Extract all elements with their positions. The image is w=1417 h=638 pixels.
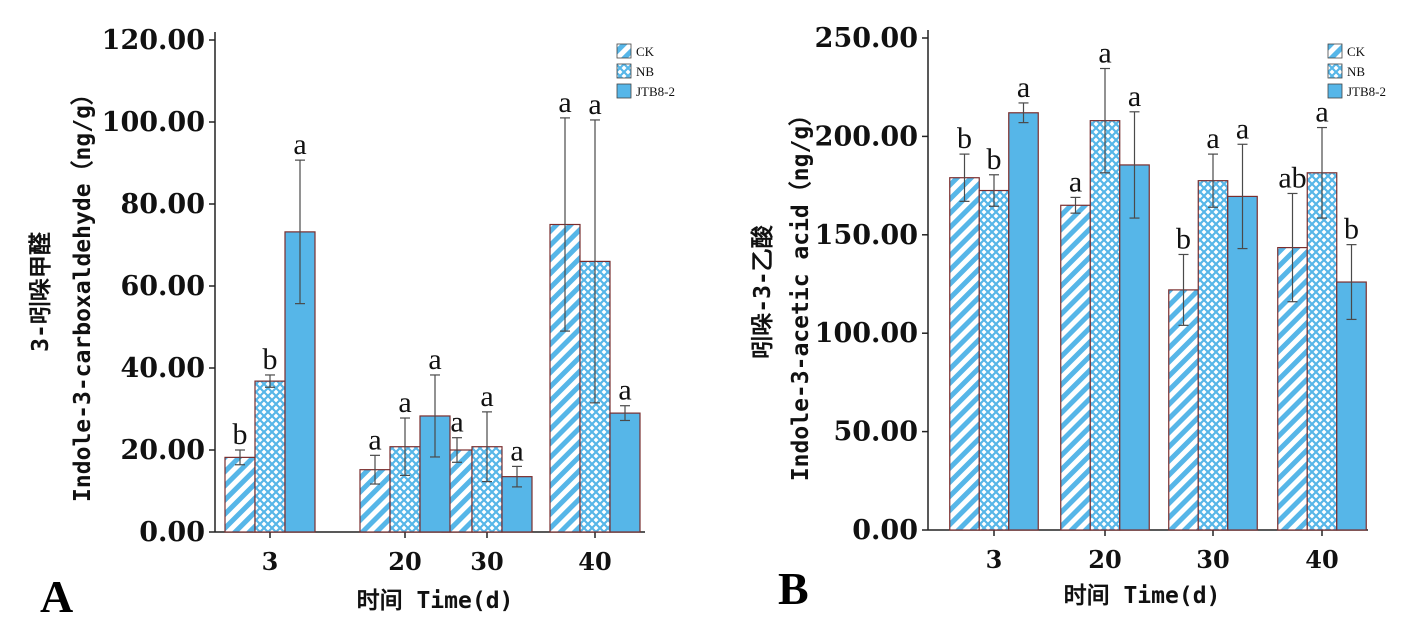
- panel-a-significance-label: a: [480, 380, 493, 413]
- panel-b-significance-label: b: [1176, 222, 1191, 255]
- panel-b-significance-label: a: [1017, 71, 1030, 104]
- panel-a-significance-label: a: [368, 423, 381, 456]
- panel-b-bar-nb-40: [1306, 172, 1338, 531]
- panel-b-bar-jtb8-2-20: [1119, 164, 1150, 531]
- panel-a-legend-swatch-ck: [616, 43, 632, 59]
- panel-b-bar-jtb8-2-40: [1336, 281, 1367, 531]
- panel-a-significance-label: a: [450, 406, 463, 439]
- panel-b-label: B: [778, 563, 809, 614]
- panel-b-y-tick-label: 0.00: [852, 515, 918, 546]
- panel-b-y-tick-label: 200.00: [815, 121, 918, 152]
- panel-b-y-tick-label: 150.00: [815, 220, 918, 251]
- panel-a-legend-swatch-jtb8-2: [616, 83, 632, 99]
- panel-b-x-tick-label: 40: [1305, 545, 1338, 574]
- panel-b-x-tick-label: 3: [986, 545, 1003, 574]
- panel-a-significance-label: a: [428, 343, 441, 376]
- panel-b-ylabel-cn: 吲哚-3-乙酸: [750, 224, 776, 359]
- panel-a-significance-label: a: [558, 86, 571, 119]
- panel-b-legend-label-jtb8-2: JTB8-2: [1347, 84, 1386, 99]
- panel-b-bar-nb-3: [978, 189, 1010, 531]
- panel-b-ylabel-en: Indole-3-acetic acid（ng/g）: [787, 103, 814, 481]
- panel-a-legend-label-jtb8-2: JTB8-2: [636, 84, 675, 99]
- panel-b-significance-label: a: [1069, 165, 1082, 198]
- panel-a-chart: A 3-吲哚甲醛 Indole-3-carboxaldehyde（ng/g） 时…: [28, 25, 675, 622]
- panel-a-y-tick-label: 0.00: [139, 517, 205, 548]
- panel-b-legend-swatch-jtb8-2: [1327, 83, 1343, 99]
- panel-a-label: A: [40, 571, 73, 622]
- panel-a-legend: CK NB JTB8-2: [616, 43, 675, 99]
- panel-a-significance-label: b: [263, 343, 278, 376]
- panel-a-y-tick-label: 20.00: [120, 435, 205, 466]
- panel-b-legend: CK NB JTB8-2: [1327, 43, 1386, 99]
- panel-a-y-tick-label: 60.00: [120, 271, 205, 302]
- panel-b-bar-nb-20: [1089, 120, 1121, 531]
- panel-a-legend-label-nb: NB: [636, 64, 654, 79]
- panel-b-legend-swatch-ck: [1327, 43, 1343, 59]
- panel-b-y-tick-label: 50.00: [833, 417, 918, 448]
- panel-b-significance-label: a: [1128, 80, 1141, 113]
- panel-a-ylabel-cn: 3-吲哚甲醛: [28, 231, 54, 352]
- panel-b-legend-label-ck: CK: [1347, 44, 1366, 59]
- panel-b-legend-label-nb: NB: [1347, 64, 1365, 79]
- panel-a-xlabel: 时间 Time(d): [357, 588, 514, 614]
- panel-a-y-tick-label: 100.00: [102, 107, 205, 138]
- panel-b-significance-label: a: [1236, 112, 1249, 145]
- panel-a-significance-label: b: [233, 418, 248, 451]
- panel-a-y-tick-label: 120.00: [102, 25, 205, 56]
- panel-b-significance-label: b: [957, 122, 972, 155]
- panel-b-xlabel: 时间 Time(d): [1064, 583, 1221, 609]
- panel-a-legend-label-ck: CK: [636, 44, 655, 59]
- panel-a-significance-label: a: [293, 128, 306, 161]
- panel-b-x-tick-label: 30: [1196, 545, 1229, 574]
- panel-b-bar-nb-30: [1197, 180, 1229, 531]
- panel-a-significance-label: a: [588, 88, 601, 121]
- panel-b-bar-ck-20: [1060, 204, 1091, 531]
- panel-a-bar-ck-20: [359, 469, 391, 533]
- panel-b-significance-label: b: [987, 143, 1002, 176]
- panel-b-bar-jtb8-2-3: [1008, 112, 1039, 531]
- panel-a-ylabel-en: Indole-3-carboxaldehyde（ng/g）: [69, 82, 96, 502]
- panel-a-x-tick-label: 30: [470, 547, 503, 576]
- panel-b-bar-ck-3: [949, 177, 980, 531]
- panel-b-significance-label: a: [1098, 37, 1111, 70]
- panel-a-legend-swatch-nb: [616, 63, 632, 79]
- panel-a-bar-ck-3: [224, 456, 256, 533]
- panel-a-x-tick-label: 20: [388, 547, 421, 576]
- panel-a-significance-label: a: [398, 386, 411, 419]
- panel-b-significance-label: b: [1344, 213, 1359, 246]
- panel-a-bar-jtb8-2-40: [609, 412, 641, 533]
- panel-a-y-tick-label: 80.00: [120, 189, 205, 220]
- panel-b-x-tick-label: 20: [1088, 545, 1121, 574]
- panel-b-chart: B 吲哚-3-乙酸 Indole-3-acetic acid（ng/g） 时间 …: [750, 23, 1386, 614]
- panel-b-y-tick-label: 250.00: [815, 23, 918, 54]
- panel-b-significance-label: a: [1315, 96, 1328, 129]
- panel-b-significance-label: ab: [1278, 161, 1306, 194]
- panel-a-x-tick-label: 40: [578, 547, 611, 576]
- panel-b-significance-label: a: [1206, 122, 1219, 155]
- panel-b-legend-swatch-nb: [1327, 63, 1343, 79]
- panel-a-significance-label: a: [618, 374, 631, 407]
- panel-b-y-tick-label: 100.00: [815, 318, 918, 349]
- panel-a-x-tick-label: 3: [262, 547, 279, 576]
- panel-a-significance-label: a: [510, 434, 523, 467]
- panel-a-y-tick-label: 40.00: [120, 353, 205, 384]
- panel-a-bar-nb-3: [254, 380, 286, 533]
